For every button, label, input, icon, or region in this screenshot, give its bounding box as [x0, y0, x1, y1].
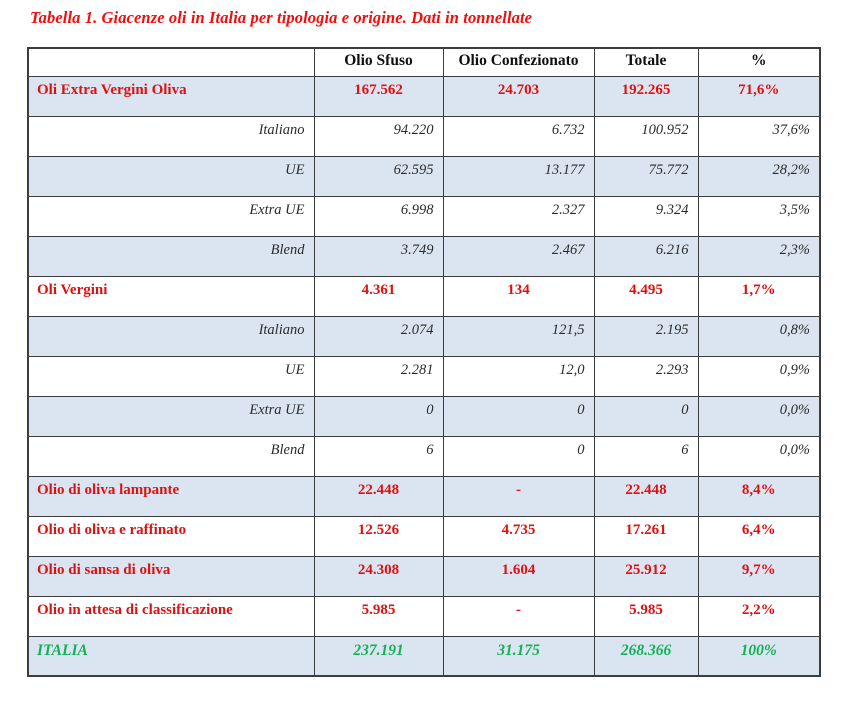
- value-olio-sfuso: 0: [313, 395, 444, 437]
- value-totale: 2.293: [593, 355, 699, 397]
- value-percent: 28,2%: [697, 155, 821, 197]
- value-olio-sfuso: 6: [313, 435, 444, 477]
- table-row-olio-in-attesa-di-classificazione: Olio in attesa di classificazione 5.985 …: [27, 595, 821, 637]
- value-totale: 22.448: [593, 475, 699, 517]
- table-row-italiano: Italiano 94.220 6.732 100.952 37,6%: [27, 115, 821, 157]
- value-percent: 6,4%: [697, 515, 821, 557]
- value-totale: 192.265: [593, 75, 699, 117]
- row-label: Blend: [27, 235, 315, 277]
- row-label: Olio in attesa di classificazione: [27, 595, 315, 637]
- header-cell-olio-confezionato: Olio Confezionato: [442, 47, 595, 77]
- table-row-oli-extra-vergini-oliva: Oli Extra Vergini Oliva 167.562 24.703 1…: [27, 75, 821, 117]
- value-olio-sfuso: 6.998: [313, 195, 444, 237]
- table-row-olio-di-sansa-di-oliva: Olio di sansa di oliva 24.308 1.604 25.9…: [27, 555, 821, 597]
- table-title: Tabella 1. Giacenze oli in Italia per ti…: [30, 8, 533, 27]
- row-label: ITALIA: [27, 635, 315, 677]
- value-olio-confezionato: 2.467: [442, 235, 595, 277]
- value-totale: 0: [593, 395, 699, 437]
- value-olio-confezionato: 24.703: [442, 75, 595, 117]
- value-olio-confezionato: -: [442, 475, 595, 517]
- header-cell-empty: [27, 47, 315, 77]
- value-olio-sfuso: 12.526: [313, 515, 444, 557]
- value-olio-confezionato: 4.735: [442, 515, 595, 557]
- row-label: Olio di sansa di oliva: [27, 555, 315, 597]
- value-olio-sfuso: 5.985: [313, 595, 444, 637]
- value-percent: 0,9%: [697, 355, 821, 397]
- value-olio-confezionato: 2.327: [442, 195, 595, 237]
- value-olio-sfuso: 2.281: [313, 355, 444, 397]
- table-row-ue: UE 2.281 12,0 2.293 0,9%: [27, 355, 821, 397]
- row-label: Olio di oliva e raffinato: [27, 515, 315, 557]
- table-row-olio-di-oliva-lampante: Olio di oliva lampante 22.448 - 22.448 8…: [27, 475, 821, 517]
- value-percent: 0,8%: [697, 315, 821, 357]
- row-label: Oli Vergini: [27, 275, 315, 317]
- value-olio-sfuso: 24.308: [313, 555, 444, 597]
- header-row: Olio Sfuso Olio Confezionato Totale %: [27, 47, 821, 77]
- row-label: Italiano: [27, 115, 315, 157]
- value-olio-sfuso: 94.220: [313, 115, 444, 157]
- header-cell-olio-sfuso: Olio Sfuso: [313, 47, 444, 77]
- row-label: Oli Extra Vergini Oliva: [27, 75, 315, 117]
- value-totale: 9.324: [593, 195, 699, 237]
- table-row-olio-di-oliva-e-raffinato: Olio di oliva e raffinato 12.526 4.735 1…: [27, 515, 821, 557]
- giacenze-table: Olio Sfuso Olio Confezionato Totale % Ol…: [27, 47, 821, 677]
- value-totale: 100.952: [593, 115, 699, 157]
- table-row-italiano: Italiano 2.074 121,5 2.195 0,8%: [27, 315, 821, 357]
- row-label: Extra UE: [27, 195, 315, 237]
- value-percent: 100%: [697, 635, 821, 677]
- value-percent: 0,0%: [697, 395, 821, 437]
- value-olio-confezionato: 12,0: [442, 355, 595, 397]
- header-cell-totale: Totale: [593, 47, 699, 77]
- value-olio-sfuso: 167.562: [313, 75, 444, 117]
- value-olio-confezionato: -: [442, 595, 595, 637]
- value-totale: 25.912: [593, 555, 699, 597]
- value-olio-confezionato: 0: [442, 395, 595, 437]
- value-percent: 71,6%: [697, 75, 821, 117]
- row-label: UE: [27, 155, 315, 197]
- value-percent: 3,5%: [697, 195, 821, 237]
- table-row-extra-ue: Extra UE 0 0 0 0,0%: [27, 395, 821, 437]
- value-olio-sfuso: 22.448: [313, 475, 444, 517]
- value-percent: 37,6%: [697, 115, 821, 157]
- value-totale: 6: [593, 435, 699, 477]
- table-row-extra-ue: Extra UE 6.998 2.327 9.324 3,5%: [27, 195, 821, 237]
- table-row-blend: Blend 3.749 2.467 6.216 2,3%: [27, 235, 821, 277]
- table-row-ue: UE 62.595 13.177 75.772 28,2%: [27, 155, 821, 197]
- row-label: UE: [27, 355, 315, 397]
- value-olio-confezionato: 13.177: [442, 155, 595, 197]
- value-percent: 0,0%: [697, 435, 821, 477]
- value-totale: 2.195: [593, 315, 699, 357]
- value-olio-sfuso: 62.595: [313, 155, 444, 197]
- value-totale: 17.261: [593, 515, 699, 557]
- row-label: Italiano: [27, 315, 315, 357]
- value-olio-confezionato: 121,5: [442, 315, 595, 357]
- value-percent: 2,2%: [697, 595, 821, 637]
- row-label: Olio di oliva lampante: [27, 475, 315, 517]
- header-cell-percent: %: [697, 47, 821, 77]
- row-label: Blend: [27, 435, 315, 477]
- value-totale: 75.772: [593, 155, 699, 197]
- value-percent: 2,3%: [697, 235, 821, 277]
- value-totale: 4.495: [593, 275, 699, 317]
- table-row-blend: Blend 6 0 6 0,0%: [27, 435, 821, 477]
- value-olio-confezionato: 6.732: [442, 115, 595, 157]
- value-olio-confezionato: 31.175: [442, 635, 595, 677]
- value-olio-sfuso: 3.749: [313, 235, 444, 277]
- value-olio-confezionato: 1.604: [442, 555, 595, 597]
- value-percent: 9,7%: [697, 555, 821, 597]
- value-olio-sfuso: 237.191: [313, 635, 444, 677]
- row-label: Extra UE: [27, 395, 315, 437]
- table-row-italia-total: ITALIA 237.191 31.175 268.366 100%: [27, 635, 821, 677]
- value-olio-sfuso: 2.074: [313, 315, 444, 357]
- value-olio-confezionato: 0: [442, 435, 595, 477]
- value-totale: 268.366: [593, 635, 699, 677]
- value-percent: 8,4%: [697, 475, 821, 517]
- value-totale: 6.216: [593, 235, 699, 277]
- value-olio-sfuso: 4.361: [313, 275, 444, 317]
- value-percent: 1,7%: [697, 275, 821, 317]
- table-row-oli-vergini: Oli Vergini 4.361 134 4.495 1,7%: [27, 275, 821, 317]
- value-olio-confezionato: 134: [442, 275, 595, 317]
- value-totale: 5.985: [593, 595, 699, 637]
